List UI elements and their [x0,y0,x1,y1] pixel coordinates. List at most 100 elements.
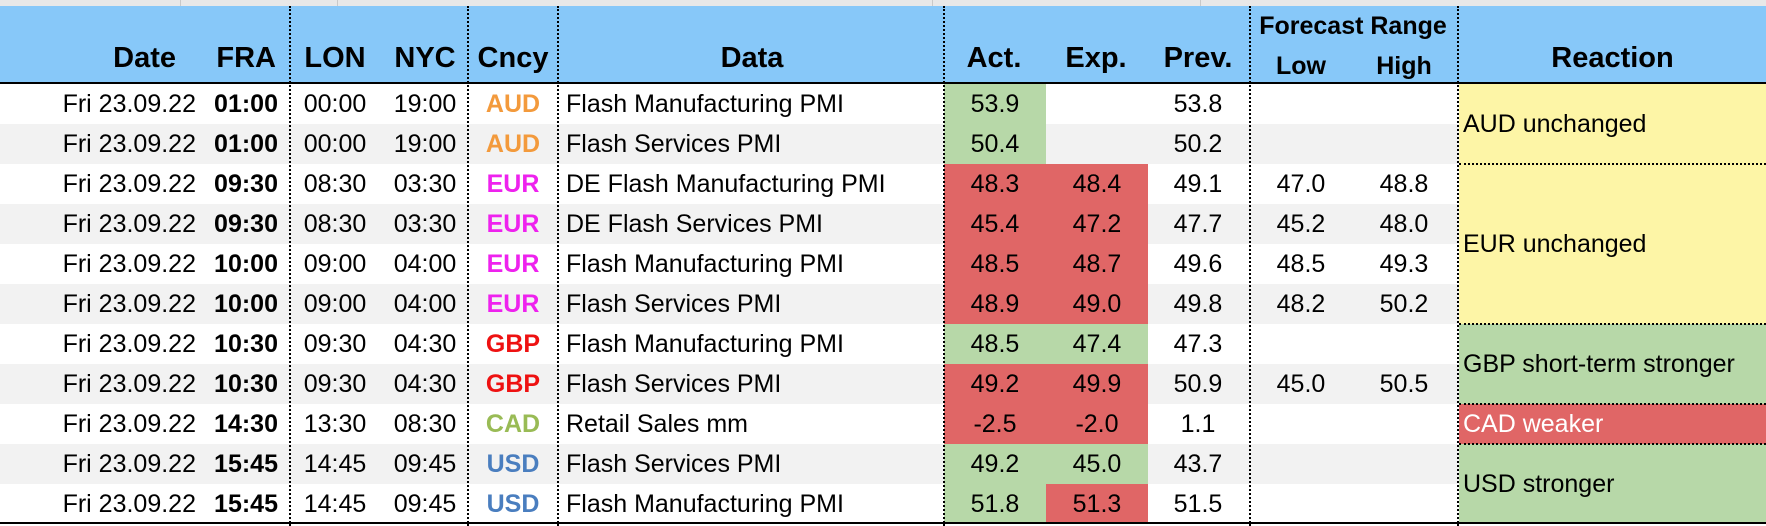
cell-fra-time: 01:00 [214,130,278,158]
cell-lon-time: 14:45 [303,490,367,518]
cell-nyc-time: 09:45 [393,490,457,518]
cell-data-name: Flash Services PMI [566,370,782,398]
reaction-cell: USD stronger [1459,444,1766,524]
cell-forecast-low: 45.2 [1276,210,1326,238]
cell-date: Fri 23.09.22 [62,290,196,318]
cell-data-name: Flash Manufacturing PMI [566,250,844,278]
table-row: Fri 23.09.22 14:30 13:30 08:30 CAD Retail Sal… [0,404,1766,444]
reaction-text: EUR unchanged [1463,230,1647,258]
actual-highlight [944,484,1046,524]
cell-currency: GBP [485,330,541,358]
actual-highlight [944,324,1046,364]
column-divider [289,6,291,526]
cell-actual: 48.3 [970,170,1020,198]
cell-currency: CAD [485,410,541,438]
cell-data-name: Retail Sales mm [566,410,748,438]
cell-forecast-high [1352,484,1456,524]
header-date: Date [113,42,176,74]
cell-currency: EUR [486,210,540,238]
cell-expected: -2.0 [1075,410,1119,438]
cell-date: Fri 23.09.22 [62,330,196,358]
cell-forecast-low [1250,484,1352,524]
cell-actual: 51.8 [970,490,1020,518]
column-letter-strip [0,0,1766,6]
cell-forecast-high: 49.3 [1379,250,1429,278]
cell-fra-time: 10:30 [214,330,278,358]
reaction-divider [1459,443,1766,445]
actual-highlight [944,364,1046,404]
cell-actual: 53.9 [970,90,1020,118]
expected-highlight [1046,404,1148,444]
cell-previous: 50.9 [1173,370,1223,398]
cell-lon-time: 08:30 [303,170,367,198]
cell-previous: 47.3 [1173,330,1223,358]
cell-lon-time: 00:00 [303,130,367,158]
cell-date: Fri 23.09.22 [62,370,196,398]
reaction-cell: AUD unchanged [1459,84,1766,164]
reaction-cell: EUR unchanged [1459,164,1766,324]
cell-lon-time: 09:30 [303,370,367,398]
cell-data-name: Flash Services PMI [566,130,782,158]
actual-highlight [944,84,1046,124]
cell-forecast-low [1250,324,1352,364]
cell-previous: 1.1 [1180,410,1216,438]
column-tick [337,0,338,6]
cell-actual: -2.5 [973,410,1017,438]
table-row: Fri 23.09.22 15:45 14:45 09:45 USD Flash Manu… [0,484,1766,524]
cell-forecast-low: 47.0 [1276,170,1326,198]
expected-highlight [1046,364,1148,404]
cell-nyc-time: 03:30 [393,170,457,198]
cell-lon-time: 09:00 [303,250,367,278]
cell-forecast-low: 45.0 [1276,370,1326,398]
cell-previous: 51.5 [1173,490,1223,518]
cell-currency: AUD [485,90,541,118]
reaction-text: AUD unchanged [1463,110,1647,138]
cell-forecast-high: 48.8 [1379,170,1429,198]
cell-previous: 47.7 [1173,210,1223,238]
cell-nyc-time: 19:00 [393,90,457,118]
cell-date: Fri 23.09.22 [62,90,196,118]
cell-expected: 47.4 [1072,330,1122,358]
cell-forecast-low [1250,444,1352,484]
cell-expected: 45.0 [1072,450,1122,478]
cell-actual: 48.5 [970,330,1020,358]
header-cncy: Cncy [477,42,549,74]
cell-nyc-time: 04:00 [393,250,457,278]
cell-nyc-time: 08:30 [393,410,457,438]
actual-highlight [944,204,1046,244]
cell-fra-time: 09:30 [214,170,278,198]
reaction-cell: CAD weaker [1459,404,1766,444]
cell-data-name: Flash Manufacturing PMI [566,490,844,518]
cell-currency: GBP [485,370,541,398]
cell-expected [1046,84,1148,124]
actual-highlight [944,444,1046,484]
reaction-divider [1459,323,1766,325]
cell-forecast-high [1352,404,1456,444]
expected-highlight [1046,204,1148,244]
column-divider [1249,6,1251,526]
header-forecast-range: Forecast Range [1259,12,1447,40]
cell-currency: USD [486,450,540,478]
cell-forecast-low: 48.5 [1276,250,1326,278]
cell-forecast-high: 48.0 [1379,210,1429,238]
cell-previous: 49.8 [1173,290,1223,318]
cell-data-name: Flash Manufacturing PMI [566,90,844,118]
cell-nyc-time: 04:30 [393,330,457,358]
cell-expected: 48.4 [1072,170,1122,198]
header-rule [0,82,1766,84]
cell-fra-time: 10:30 [214,370,278,398]
reaction-text: CAD weaker [1463,410,1604,438]
cell-fra-time: 10:00 [214,290,278,318]
cell-expected: 49.9 [1072,370,1122,398]
cell-nyc-time: 19:00 [393,130,457,158]
cell-forecast-high: 50.2 [1379,290,1429,318]
bottom-rule [0,522,1766,524]
cell-fra-time: 09:30 [214,210,278,238]
table-row: Fri 23.09.22 09:30 08:30 03:30 EUR DE Flash M… [0,164,1766,204]
cell-currency: USD [486,490,540,518]
header-lon: LON [304,42,366,74]
expected-highlight [1046,244,1148,284]
column-tick [180,0,181,6]
actual-highlight [944,284,1046,324]
